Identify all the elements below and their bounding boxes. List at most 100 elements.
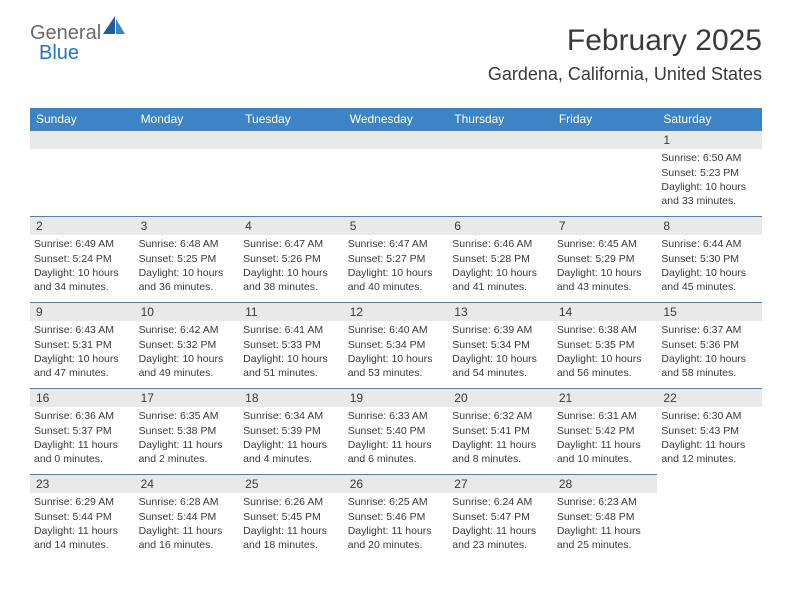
sunset-text: Sunset: 5:30 PM xyxy=(661,253,758,267)
daylight-text: Daylight: 10 hours and 54 minutes. xyxy=(452,353,549,380)
day-info: Sunrise: 6:48 AMSunset: 5:25 PMDaylight:… xyxy=(135,235,240,299)
sunset-text: Sunset: 5:33 PM xyxy=(243,339,340,353)
location-label: Gardena, California, United States xyxy=(488,64,762,85)
sunset-text: Sunset: 5:37 PM xyxy=(34,425,131,439)
sunrise-text: Sunrise: 6:39 AM xyxy=(452,324,549,338)
sunset-text: Sunset: 5:38 PM xyxy=(139,425,236,439)
daylight-text: Daylight: 10 hours and 51 minutes. xyxy=(243,353,340,380)
sunrise-text: Sunrise: 6:45 AM xyxy=(557,238,654,252)
day-number: 6 xyxy=(448,217,553,235)
daylight-text: Daylight: 11 hours and 16 minutes. xyxy=(139,525,236,552)
weekday-header: Friday xyxy=(553,108,658,130)
day-cell: 25Sunrise: 6:26 AMSunset: 5:45 PMDayligh… xyxy=(239,474,344,560)
day-info: Sunrise: 6:24 AMSunset: 5:47 PMDaylight:… xyxy=(448,493,553,557)
sunrise-text: Sunrise: 6:35 AM xyxy=(139,410,236,424)
day-cell: 26Sunrise: 6:25 AMSunset: 5:46 PMDayligh… xyxy=(344,474,449,560)
sunset-text: Sunset: 5:29 PM xyxy=(557,253,654,267)
day-info: Sunrise: 6:50 AMSunset: 5:23 PMDaylight:… xyxy=(657,149,762,213)
day-number: 7 xyxy=(553,217,658,235)
daylight-text: Daylight: 11 hours and 0 minutes. xyxy=(34,439,131,466)
sunset-text: Sunset: 5:47 PM xyxy=(452,511,549,525)
day-cell: 28Sunrise: 6:23 AMSunset: 5:48 PMDayligh… xyxy=(553,474,658,560)
daylight-text: Daylight: 10 hours and 34 minutes. xyxy=(34,267,131,294)
sunrise-text: Sunrise: 6:40 AM xyxy=(348,324,445,338)
daylight-text: Daylight: 11 hours and 23 minutes. xyxy=(452,525,549,552)
sunrise-text: Sunrise: 6:47 AM xyxy=(243,238,340,252)
day-info: Sunrise: 6:47 AMSunset: 5:27 PMDaylight:… xyxy=(344,235,449,299)
empty-cell xyxy=(448,130,553,216)
empty-cell xyxy=(135,130,240,216)
sunset-text: Sunset: 5:35 PM xyxy=(557,339,654,353)
day-cell: 3Sunrise: 6:48 AMSunset: 5:25 PMDaylight… xyxy=(135,216,240,302)
sunset-text: Sunset: 5:25 PM xyxy=(139,253,236,267)
day-cell: 4Sunrise: 6:47 AMSunset: 5:26 PMDaylight… xyxy=(239,216,344,302)
sunset-text: Sunset: 5:42 PM xyxy=(557,425,654,439)
day-info: Sunrise: 6:26 AMSunset: 5:45 PMDaylight:… xyxy=(239,493,344,557)
day-info: Sunrise: 6:45 AMSunset: 5:29 PMDaylight:… xyxy=(553,235,658,299)
daylight-text: Daylight: 10 hours and 45 minutes. xyxy=(661,267,758,294)
day-cell: 12Sunrise: 6:40 AMSunset: 5:34 PMDayligh… xyxy=(344,302,449,388)
sunset-text: Sunset: 5:45 PM xyxy=(243,511,340,525)
calendar-grid: SundayMondayTuesdayWednesdayThursdayFrid… xyxy=(30,108,762,560)
day-number: 8 xyxy=(657,217,762,235)
sunrise-text: Sunrise: 6:48 AM xyxy=(139,238,236,252)
weekday-header: Thursday xyxy=(448,108,553,130)
daylight-text: Daylight: 11 hours and 10 minutes. xyxy=(557,439,654,466)
weekday-header: Monday xyxy=(135,108,240,130)
daylight-text: Daylight: 11 hours and 4 minutes. xyxy=(243,439,340,466)
daylight-text: Daylight: 10 hours and 56 minutes. xyxy=(557,353,654,380)
day-info: Sunrise: 6:30 AMSunset: 5:43 PMDaylight:… xyxy=(657,407,762,471)
daylight-text: Daylight: 10 hours and 49 minutes. xyxy=(139,353,236,380)
daylight-text: Daylight: 10 hours and 41 minutes. xyxy=(452,267,549,294)
sunrise-text: Sunrise: 6:38 AM xyxy=(557,324,654,338)
sunrise-text: Sunrise: 6:49 AM xyxy=(34,238,131,252)
empty-cell xyxy=(344,130,449,216)
day-cell: 5Sunrise: 6:47 AMSunset: 5:27 PMDaylight… xyxy=(344,216,449,302)
day-number: 24 xyxy=(135,475,240,493)
day-cell: 11Sunrise: 6:41 AMSunset: 5:33 PMDayligh… xyxy=(239,302,344,388)
day-number: 12 xyxy=(344,303,449,321)
sunrise-text: Sunrise: 6:25 AM xyxy=(348,496,445,510)
daylight-text: Daylight: 10 hours and 58 minutes. xyxy=(661,353,758,380)
daylight-text: Daylight: 10 hours and 43 minutes. xyxy=(557,267,654,294)
sunset-text: Sunset: 5:34 PM xyxy=(452,339,549,353)
weekday-header: Saturday xyxy=(657,108,762,130)
daylight-text: Daylight: 11 hours and 12 minutes. xyxy=(661,439,758,466)
header: February 2025 Gardena, California, Unite… xyxy=(488,24,762,85)
sunrise-text: Sunrise: 6:33 AM xyxy=(348,410,445,424)
day-info: Sunrise: 6:23 AMSunset: 5:48 PMDaylight:… xyxy=(553,493,658,557)
empty-cell xyxy=(239,130,344,216)
day-info: Sunrise: 6:31 AMSunset: 5:42 PMDaylight:… xyxy=(553,407,658,471)
sunrise-text: Sunrise: 6:42 AM xyxy=(139,324,236,338)
sunrise-text: Sunrise: 6:44 AM xyxy=(661,238,758,252)
day-cell: 15Sunrise: 6:37 AMSunset: 5:36 PMDayligh… xyxy=(657,302,762,388)
day-info: Sunrise: 6:35 AMSunset: 5:38 PMDaylight:… xyxy=(135,407,240,471)
sunset-text: Sunset: 5:23 PM xyxy=(661,167,758,181)
day-cell: 1Sunrise: 6:50 AMSunset: 5:23 PMDaylight… xyxy=(657,130,762,216)
sunset-text: Sunset: 5:46 PM xyxy=(348,511,445,525)
sunset-text: Sunset: 5:26 PM xyxy=(243,253,340,267)
day-info: Sunrise: 6:44 AMSunset: 5:30 PMDaylight:… xyxy=(657,235,762,299)
empty-cell xyxy=(553,130,658,216)
sunset-text: Sunset: 5:39 PM xyxy=(243,425,340,439)
day-number: 14 xyxy=(553,303,658,321)
daylight-text: Daylight: 11 hours and 8 minutes. xyxy=(452,439,549,466)
day-cell: 13Sunrise: 6:39 AMSunset: 5:34 PMDayligh… xyxy=(448,302,553,388)
page-title: February 2025 xyxy=(488,24,762,58)
day-info: Sunrise: 6:28 AMSunset: 5:44 PMDaylight:… xyxy=(135,493,240,557)
sunrise-text: Sunrise: 6:50 AM xyxy=(661,152,758,166)
sunset-text: Sunset: 5:40 PM xyxy=(348,425,445,439)
day-number: 28 xyxy=(553,475,658,493)
sunset-text: Sunset: 5:24 PM xyxy=(34,253,131,267)
sunrise-text: Sunrise: 6:43 AM xyxy=(34,324,131,338)
day-info: Sunrise: 6:39 AMSunset: 5:34 PMDaylight:… xyxy=(448,321,553,385)
day-number: 25 xyxy=(239,475,344,493)
day-number: 10 xyxy=(135,303,240,321)
daylight-text: Daylight: 10 hours and 33 minutes. xyxy=(661,181,758,208)
day-number: 13 xyxy=(448,303,553,321)
daylight-text: Daylight: 11 hours and 18 minutes. xyxy=(243,525,340,552)
sunrise-text: Sunrise: 6:30 AM xyxy=(661,410,758,424)
day-info: Sunrise: 6:32 AMSunset: 5:41 PMDaylight:… xyxy=(448,407,553,471)
day-number: 18 xyxy=(239,389,344,407)
day-cell: 18Sunrise: 6:34 AMSunset: 5:39 PMDayligh… xyxy=(239,388,344,474)
